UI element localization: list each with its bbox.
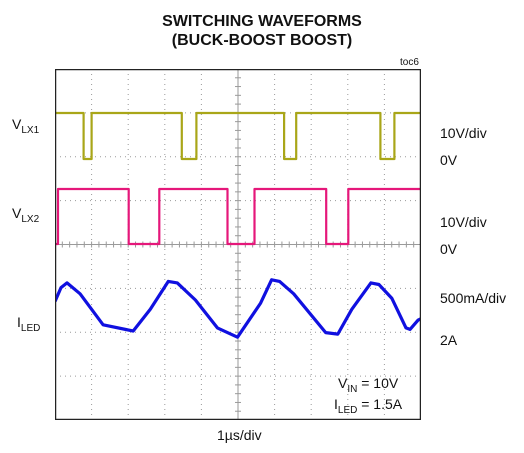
figure-ref: toc6	[400, 57, 419, 68]
traces	[55, 111, 421, 339]
trace-label-vlx1: VLX1	[12, 116, 40, 136]
trace-iled	[55, 278, 421, 339]
chart-title-line1: SWITCHING WAVEFORMS	[162, 13, 362, 30]
scale-vlx1-zero: 0V	[440, 152, 458, 168]
plot-frame	[55, 69, 421, 420]
scale-vlx2-zero: 0V	[440, 241, 458, 257]
annotation-vin: VIN = 10V	[338, 375, 399, 395]
scale-vlx2-div: 10V/div	[440, 214, 487, 230]
scale-iled-div: 500mA/div	[440, 290, 507, 306]
trace-vlx2	[55, 187, 421, 246]
scale-iled-zero: 2A	[440, 332, 458, 348]
scale-vlx1-div: 10V/div	[440, 125, 487, 141]
chart-title-line2: (BUCK-BOOST BOOST)	[171, 32, 353, 49]
trace-label-vlx2: VLX2	[12, 205, 40, 225]
oscilloscope-plot	[55, 69, 421, 420]
annotation-iled: ILED = 1.5A	[334, 396, 403, 416]
trace-label-iled: ILED	[17, 314, 41, 334]
trace-vlx1	[55, 111, 421, 161]
time-scale-label: 1µs/div	[217, 427, 262, 443]
